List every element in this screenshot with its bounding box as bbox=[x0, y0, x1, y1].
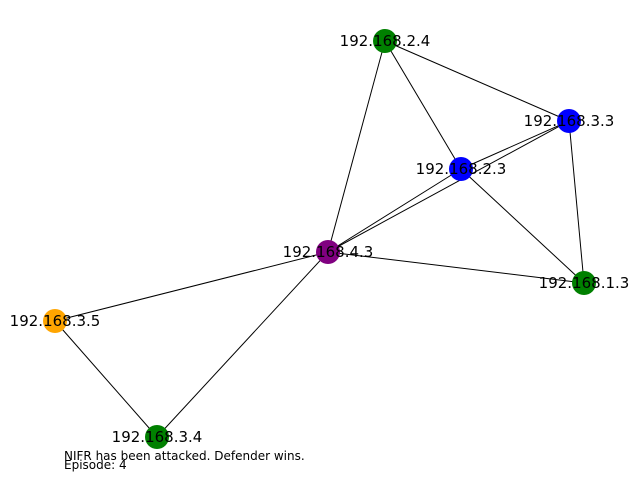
node-label-n-3-4: 192.168.3.4 bbox=[112, 428, 203, 446]
edge-n-3-3-n-1-3 bbox=[568, 120, 585, 284]
node-n-3-4 bbox=[145, 425, 169, 449]
edge-n-4-3-n-1-3 bbox=[327, 251, 585, 284]
edge-n-2-4-n-3-3 bbox=[384, 40, 570, 122]
edges-layer bbox=[54, 40, 585, 438]
edge-n-3-3-n-4-3 bbox=[327, 120, 570, 253]
status-message: NIFR has been attacked. Defender wins. bbox=[64, 449, 305, 463]
node-n-2-4 bbox=[373, 29, 397, 53]
node-label-n-3-5: 192.168.3.5 bbox=[10, 312, 101, 330]
edge-n-2-4-n-4-3 bbox=[327, 40, 386, 253]
edge-n-3-3-n-2-3 bbox=[460, 120, 570, 170]
episode-counter: Episode: 4 bbox=[64, 458, 127, 472]
node-n-2-3 bbox=[449, 157, 473, 181]
edge-n-3-5-n-3-4 bbox=[54, 320, 158, 438]
node-label-n-2-4: 192.168.2.4 bbox=[340, 32, 431, 50]
node-n-4-3 bbox=[316, 240, 340, 264]
node-n-3-5 bbox=[43, 309, 67, 333]
node-label-n-1-3: 192.168.1.3 bbox=[539, 274, 630, 292]
edge-n-4-3-n-3-4 bbox=[156, 251, 329, 438]
node-n-3-3 bbox=[557, 109, 581, 133]
node-label-n-2-3: 192.168.2.3 bbox=[416, 160, 507, 178]
edge-n-2-3-n-1-3 bbox=[460, 168, 585, 284]
edge-n-2-4-n-2-3 bbox=[384, 40, 462, 170]
edge-n-4-3-n-3-5 bbox=[54, 251, 329, 322]
edge-n-2-3-n-4-3 bbox=[327, 168, 462, 253]
node-label-n-3-3: 192.168.3.3 bbox=[524, 112, 615, 130]
labels-layer: 192.168.2.4 192.168.3.3 192.168.2.3 192.168… bbox=[10, 32, 630, 446]
nodes-layer bbox=[43, 29, 596, 449]
node-n-1-3 bbox=[572, 271, 596, 295]
node-label-n-4-3: 192.168.4.3 bbox=[283, 243, 374, 261]
